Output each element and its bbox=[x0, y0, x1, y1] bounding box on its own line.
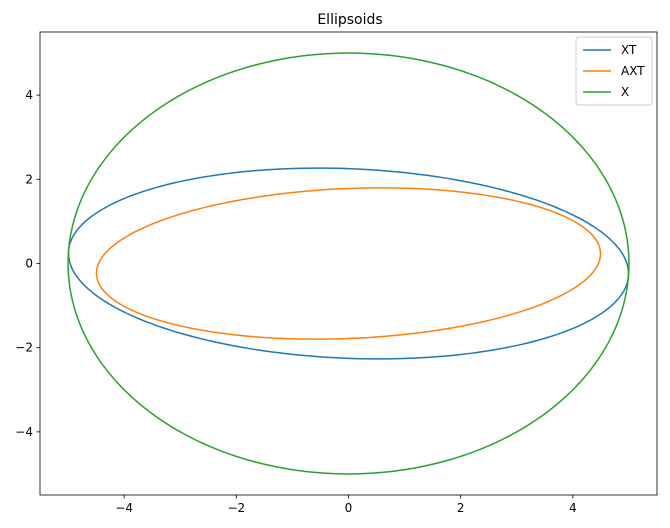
x-tick-label: −4 bbox=[115, 501, 133, 515]
y-tick-label: 4 bbox=[25, 88, 33, 102]
series-line-x bbox=[67, 52, 630, 475]
y-tick-label: 0 bbox=[25, 257, 33, 271]
x-tick-label: 4 bbox=[569, 501, 577, 515]
axes: −4 −2 0 2 4 −4 −2 0 2 4 bbox=[15, 31, 658, 515]
x-tick-label: −2 bbox=[227, 501, 245, 515]
y-tick-label: −4 bbox=[15, 425, 33, 439]
legend-label-x: X bbox=[621, 85, 629, 99]
legend-box bbox=[575, 36, 653, 106]
x-tick-label: 2 bbox=[457, 501, 465, 515]
series-line-xt bbox=[67, 167, 630, 360]
chart-title: Ellipsoids bbox=[317, 12, 382, 28]
x-tick-label: 0 bbox=[345, 501, 353, 515]
legend-label-axt: AXT bbox=[621, 64, 645, 78]
y-tick-label: 2 bbox=[25, 172, 33, 186]
plot-area bbox=[67, 52, 630, 475]
axes-frame bbox=[39, 31, 658, 496]
y-tick-label: −2 bbox=[15, 341, 33, 355]
series-line-axt bbox=[95, 187, 602, 340]
legend: XT AXT X bbox=[575, 36, 653, 106]
legend-label-xt: XT bbox=[621, 43, 637, 57]
